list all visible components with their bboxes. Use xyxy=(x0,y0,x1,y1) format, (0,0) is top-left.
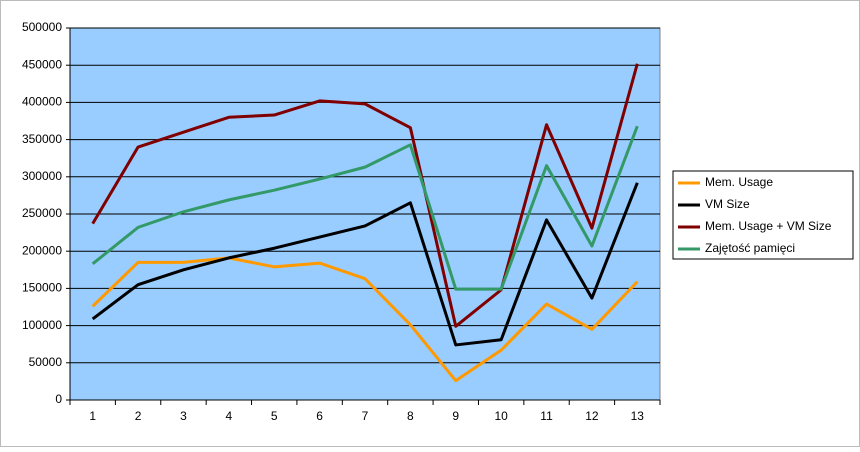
series-line xyxy=(91,256,639,383)
x-tick-label: 13 xyxy=(631,409,645,423)
x-tick-label: 2 xyxy=(135,409,142,423)
series-line xyxy=(91,63,639,328)
x-tick-label: 3 xyxy=(180,409,187,423)
x-tick-label: 10 xyxy=(494,409,508,423)
x-tick-label: 6 xyxy=(316,409,323,423)
series-line xyxy=(91,125,639,291)
y-tick-label: 250000 xyxy=(22,206,62,220)
y-tick-label: 450000 xyxy=(22,57,62,71)
legend-label: Mem. Usage + VM Size xyxy=(705,219,832,233)
y-tick-label: 400000 xyxy=(22,95,62,109)
x-tick-label: 9 xyxy=(452,409,459,423)
x-tick-label: 7 xyxy=(362,409,369,423)
series-line xyxy=(91,182,639,347)
y-tick-label: 500000 xyxy=(22,20,62,34)
y-tick-label: 300000 xyxy=(22,169,62,183)
x-tick-label: 4 xyxy=(226,409,233,423)
y-tick-label: 100000 xyxy=(22,318,62,332)
legend-box xyxy=(672,170,854,260)
y-tick-label: 350000 xyxy=(22,132,62,146)
legend-label: Zajętość pamięci xyxy=(705,241,795,255)
y-tick-label: 150000 xyxy=(22,281,62,295)
legend-label: VM Size xyxy=(705,197,750,211)
x-tick-label: 11 xyxy=(540,409,553,423)
x-tick-label: 5 xyxy=(271,409,278,423)
y-tick-label: 50000 xyxy=(29,355,63,369)
y-tick-label: 200000 xyxy=(22,243,62,257)
x-tick-label: 12 xyxy=(585,409,599,423)
x-tick-label: 8 xyxy=(407,409,414,423)
x-tick-label: 1 xyxy=(89,409,96,423)
y-tick-label: 0 xyxy=(55,392,62,406)
legend-label: Mem. Usage xyxy=(705,175,773,189)
